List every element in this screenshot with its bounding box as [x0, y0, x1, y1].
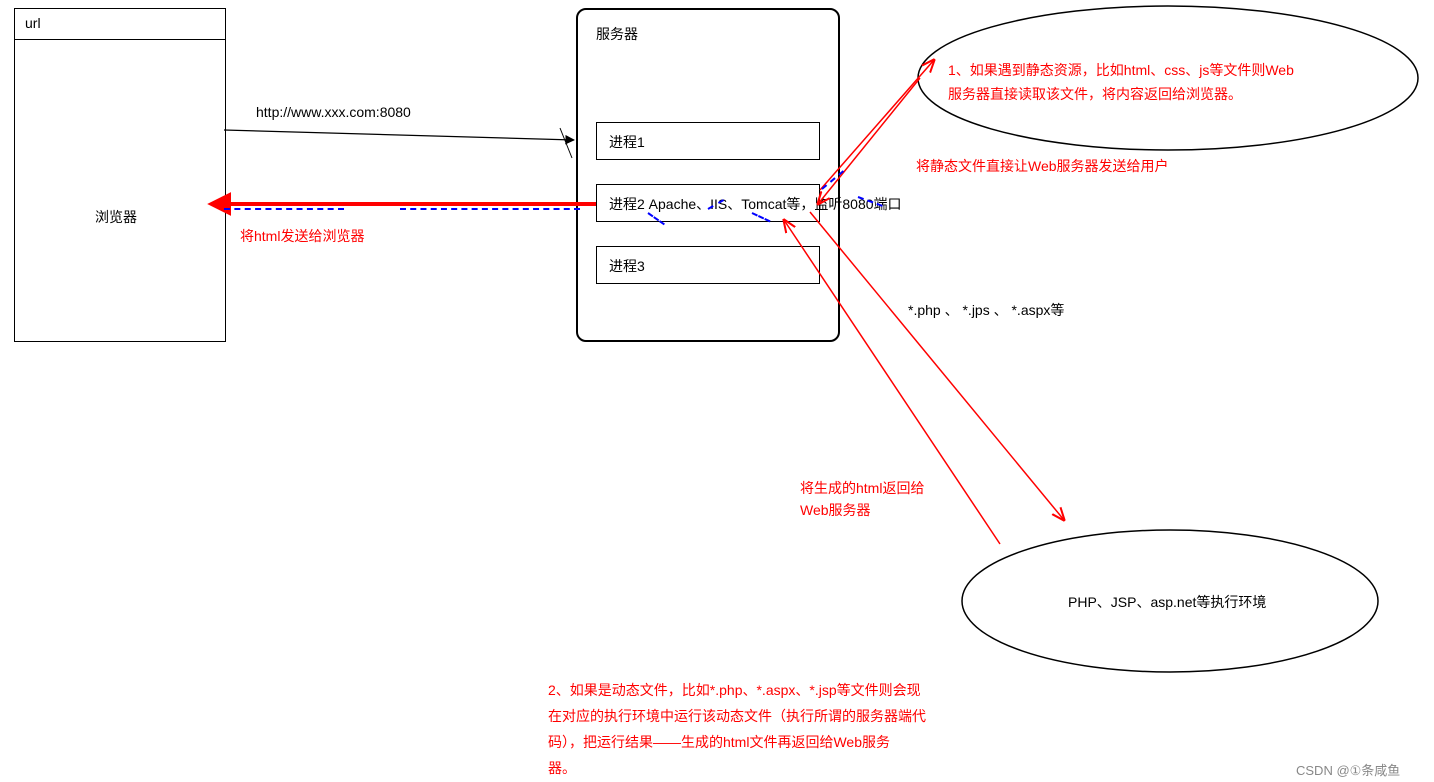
watermark: CSDN @①条咸鱼 — [1296, 760, 1400, 779]
static-ellipse-text1: 1、如果遇到静态资源，比如html、css、js等文件则Web — [948, 60, 1294, 80]
process1-label: 进程1 — [609, 132, 645, 152]
dyn-line2: 在对应的执行环境中运行该动态文件（执行所谓的服务器端代 — [548, 706, 926, 726]
process3-box: 进程3 — [596, 246, 820, 284]
return-html-line2: Web服务器 — [800, 500, 871, 520]
send-html-label: 将html发送给浏览器 — [240, 226, 364, 246]
browser-box: url 浏览器 — [14, 8, 226, 342]
browser-title-bar: url — [14, 8, 226, 40]
server-box: 服务器 — [576, 8, 840, 342]
browser-title: url — [25, 15, 41, 31]
server-title: 服务器 — [596, 24, 638, 44]
dyn-line1: 2、如果是动态文件，比如*.php、*.aspx、*.jsp等文件则会现 — [548, 680, 921, 700]
browser-inner-label: 浏览器 — [95, 207, 137, 227]
dyn-line3: 码），把运行结果——生成的html文件再返回给Web服务 — [548, 732, 890, 752]
static-note-label: 将静态文件直接让Web服务器发送给用户 — [916, 156, 1169, 176]
static-ellipse-text2: 服务器直接读取该文件，将内容返回给浏览器。 — [948, 84, 1242, 104]
runtime-ellipse-text: PHP、JSP、asp.net等执行环境 — [1068, 592, 1266, 612]
blue-dash-1 — [224, 208, 344, 210]
process2-box: 进程2 Apache、IIS、Tomcat等，监听8080端口 — [596, 184, 820, 222]
http-url-label: http://www.xxx.com:8080 — [256, 104, 411, 120]
blue-dash-2 — [400, 208, 580, 210]
process3-label: 进程3 — [609, 256, 645, 276]
dynamic-files-label: *.php 、 *.jps 、 *.aspx等 — [908, 300, 1064, 320]
return-html-line1: 将生成的html返回给 — [800, 478, 924, 498]
dyn-line4: 器。 — [548, 758, 576, 778]
process1-box: 进程1 — [596, 122, 820, 160]
to-runtime-arrow — [810, 212, 1064, 520]
request-arrow — [224, 130, 574, 140]
